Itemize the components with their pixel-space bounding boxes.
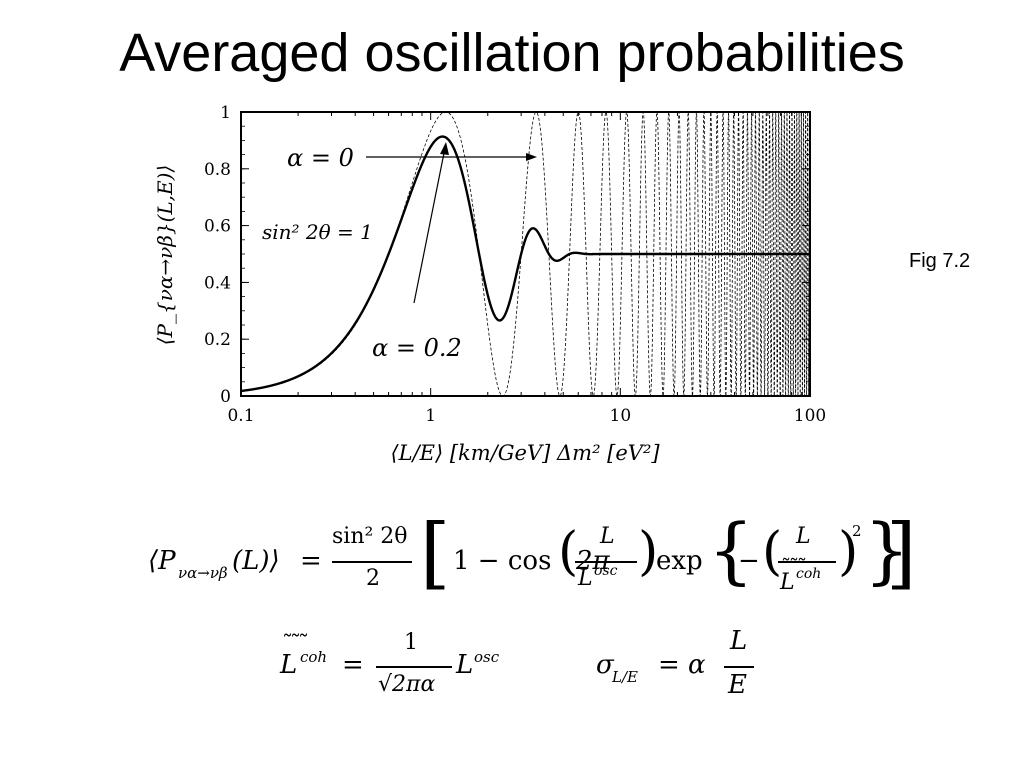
formula-coherence-length: ˜˜˜ L coh = 1 √2πα L osc <box>280 630 520 710</box>
eq2-frac-bar <box>376 666 452 668</box>
eq1-paren2-close: ) <box>838 522 859 582</box>
eq1-brace-open: { <box>708 508 754 592</box>
eq1-paren-close: ) <box>638 522 659 582</box>
eq2-tail-sup: osc <box>474 648 500 666</box>
arrow-alpha0-head <box>526 153 537 161</box>
eq2-equals: = <box>342 650 364 680</box>
eq1-tilde: ˜˜˜ <box>781 554 807 578</box>
x-tick-label: 0.1 <box>227 406 254 426</box>
x-tick-label: 100 <box>794 406 826 426</box>
annotation-alpha-0: α = 0 <box>287 144 354 172</box>
eq1-frac-num: sin² 2θ <box>332 524 408 549</box>
arrow-alpha02-line <box>413 147 446 304</box>
eq1-coh-num: L <box>796 524 811 549</box>
slide-title: Averaged oscillation probabilities <box>119 23 905 83</box>
eq3-lhs-sub: L/E <box>612 668 638 686</box>
eq1-lhs-sub: να→νβ <box>178 564 228 582</box>
annotation-arrows <box>366 142 537 304</box>
eq2-lhs: L <box>280 650 298 680</box>
eq2-lhs-sup: coh <box>300 648 328 666</box>
eq1-l-bar <box>575 561 637 563</box>
annotation-alpha-0.2: α = 0.2 <box>372 334 462 362</box>
eq1-brace-close: } <box>864 508 910 592</box>
eq1-frac-den: 2 <box>366 566 380 591</box>
eq3-num: L <box>730 626 748 656</box>
eq1-paren-open: ( <box>558 522 579 582</box>
y-tick-label: 0.8 <box>204 160 231 180</box>
formula-sigma: σ L/E = α L E <box>596 626 776 708</box>
eq1-bracket-open: [ <box>420 508 451 598</box>
eq2-den: √2πα <box>378 672 436 697</box>
eq1-l-den-sup: osc <box>594 563 618 579</box>
eq1-lhs: ⟨P <box>148 546 176 576</box>
eq1-coh-bar <box>778 561 836 563</box>
eq3-den: E <box>728 670 747 700</box>
eq2-tail: L <box>456 650 474 680</box>
eq1-frac-bar <box>332 561 412 563</box>
y-tick-label: 1 <box>220 103 231 123</box>
eq1-coh-den-sup: coh <box>796 566 822 582</box>
eq1-l-den: L <box>578 566 593 591</box>
x-tick-label: 10 <box>610 406 632 426</box>
x-tick-label: 1 <box>425 406 436 426</box>
eq1-coh-den: L <box>780 570 795 595</box>
y-tick-label: 0.2 <box>204 330 231 350</box>
eq3-lhs: σ <box>596 650 614 680</box>
eq1-equals: = <box>300 546 322 576</box>
series-layer <box>241 111 810 397</box>
figure-label: Fig 7.2 <box>909 250 971 272</box>
eq1-one-minus-cos: 1 − cos <box>453 546 552 576</box>
y-tick-label: 0 <box>220 387 231 407</box>
y-tick-label: 0.6 <box>204 217 231 237</box>
eq2-num: 1 <box>404 630 418 655</box>
y-axis-label: ⟨P_{να→νβ}(L,E)⟩ <box>153 165 177 346</box>
eq1-paren2-open: ( <box>762 522 783 582</box>
arrow-alpha02-head <box>440 142 449 155</box>
eq1-square: 2 <box>852 522 862 540</box>
formula-probability: ⟨P να→νβ (L)⟩ = sin² 2θ 2 [ 1 − cos ( 2π… <box>148 508 916 616</box>
eq1-minus: − <box>738 546 760 576</box>
eq3-eq: = α <box>658 650 706 680</box>
eq1-l-num: L <box>600 524 615 549</box>
annotation-sin2theta: sin² 2θ = 1 <box>262 220 373 244</box>
ticks-layer: 0.1 1 10 100 0 0.2 0.4 0.6 0.8 1 <box>204 103 826 426</box>
x-axis-label: ⟨L/E⟩ [km/GeV] Δm² [eV²] <box>390 441 660 465</box>
eq1-lhs-tail: (L)⟩ <box>232 546 280 576</box>
eq3-frac-bar <box>724 666 754 668</box>
eq1-exp: exp <box>656 546 703 576</box>
y-tick-label: 0.4 <box>204 273 231 293</box>
eq1-bracket-close: ] <box>886 508 917 598</box>
eq2-tilde: ˜˜˜ <box>282 632 309 657</box>
series-line-alpha-0.2 <box>241 135 810 393</box>
